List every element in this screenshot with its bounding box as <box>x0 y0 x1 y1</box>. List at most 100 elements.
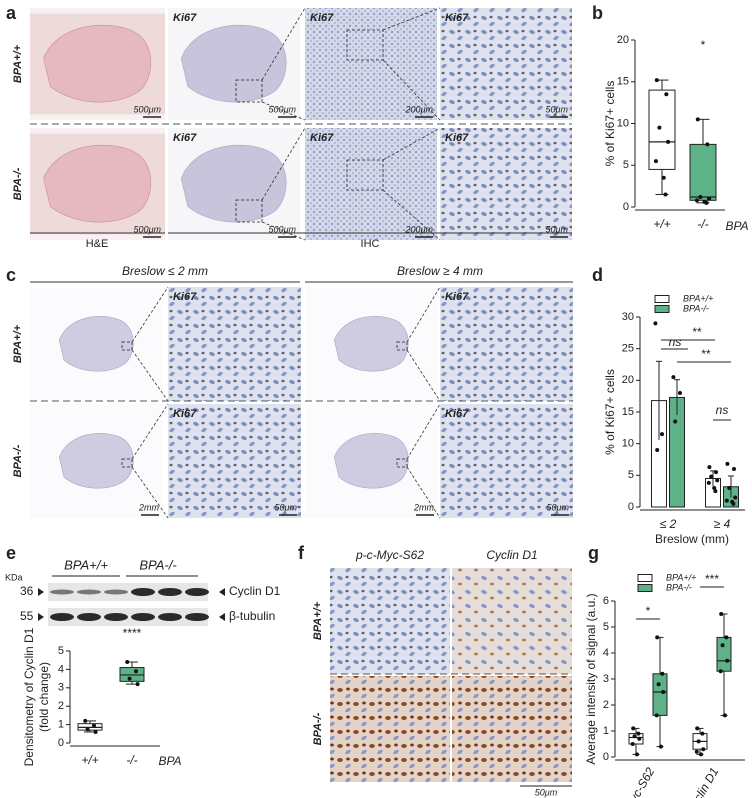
data-point <box>671 375 676 380</box>
y-axis-label: % of Ki67+ cells <box>603 369 617 455</box>
legend-label: BPA+/+ <box>666 572 696 582</box>
y-axis-label: (fold change) <box>37 662 51 732</box>
zoom-box <box>121 458 133 468</box>
data-point <box>706 480 711 485</box>
y-tick-label: 1 <box>603 725 609 737</box>
band-label: Cyclin D1 <box>229 584 281 598</box>
data-point <box>93 729 98 734</box>
micrograph <box>330 568 450 674</box>
data-point <box>656 682 661 687</box>
scale-label: 500μm <box>134 104 162 114</box>
tissue <box>43 144 152 223</box>
data-point <box>85 727 90 732</box>
y-tick-label: 6 <box>603 595 609 607</box>
data-point <box>634 752 639 757</box>
zoom-box <box>396 341 408 351</box>
band <box>77 589 101 595</box>
panel-label: b <box>592 3 603 23</box>
y-tick-label: 20 <box>617 34 629 46</box>
y-tick-label: 5 <box>603 621 609 633</box>
zoom-line <box>131 403 169 460</box>
data-point <box>712 486 717 490</box>
data-point <box>657 125 662 130</box>
data-point <box>701 747 706 752</box>
data-point <box>705 142 710 147</box>
data-point <box>127 676 132 681</box>
data-point <box>722 713 727 718</box>
stain-label: Ki67 <box>445 132 469 144</box>
legend-swatch <box>654 305 670 313</box>
band <box>185 613 209 621</box>
data-point <box>724 635 729 640</box>
stain-label: Ki67 <box>173 408 197 420</box>
legend-swatch <box>637 584 653 592</box>
legend-swatch <box>654 295 670 303</box>
data-point <box>673 419 678 424</box>
data-point <box>700 731 705 736</box>
data-point <box>661 175 666 180</box>
scale-label: 200μm <box>405 104 434 114</box>
blot-group: BPA+/+ <box>64 557 108 572</box>
data-point <box>678 391 682 395</box>
band <box>50 589 74 595</box>
band-arrow <box>219 613 225 621</box>
scale-label: 50μm <box>547 502 570 512</box>
data-point <box>719 612 724 616</box>
band <box>158 588 182 596</box>
row-label: BPA-/- <box>312 712 324 745</box>
x-tick-label: p-c-Myc-S62 <box>611 765 658 798</box>
micrograph <box>452 568 572 674</box>
band <box>131 588 155 596</box>
panel-label: e <box>6 543 16 563</box>
legend-label: BPA-/- <box>666 582 692 592</box>
x-tick-label: Cyclin D1 <box>684 765 722 798</box>
x-tick-label: ≤ 2 <box>660 517 677 531</box>
blot-group: BPA-/- <box>139 557 177 572</box>
micrograph <box>305 8 437 120</box>
micrograph <box>452 676 572 782</box>
band <box>158 613 182 621</box>
legend-label: BPA-/- <box>683 303 709 313</box>
scale-label: 2mm <box>413 502 435 512</box>
zoom-line <box>261 127 306 201</box>
zoom-box <box>346 29 384 61</box>
data-point <box>707 196 712 201</box>
zoom-line <box>382 127 441 161</box>
micrograph <box>168 404 301 518</box>
micrograph <box>440 128 572 240</box>
row-label: BPA+/+ <box>312 601 324 640</box>
y-tick-label: 15 <box>622 406 634 418</box>
data-point <box>704 200 709 205</box>
data-point <box>663 192 668 197</box>
data-point <box>666 139 671 144</box>
column-header: Cyclin D1 <box>486 548 537 562</box>
stain-label: Ki67 <box>173 12 197 24</box>
data-point <box>636 731 641 736</box>
data-point <box>715 478 720 483</box>
band <box>50 613 74 621</box>
data-point <box>135 682 140 687</box>
data-point <box>696 739 701 744</box>
marker-arrow <box>38 588 44 596</box>
y-tick-label: 5 <box>58 645 64 657</box>
scale-label: 2mm <box>138 502 160 512</box>
micrograph <box>440 287 573 401</box>
data-point <box>731 501 736 506</box>
significance: * <box>646 604 651 618</box>
y-tick-label: 1 <box>58 719 64 731</box>
stain-label: Ki67 <box>173 291 197 303</box>
data-point <box>727 486 732 490</box>
zoom-box <box>235 79 263 103</box>
y-axis-label: Average intensity of signal (a.u.) <box>584 593 598 764</box>
y-tick-label: 2 <box>603 699 609 711</box>
data-point <box>660 671 665 676</box>
y-tick-label: 10 <box>617 117 629 129</box>
y-tick-label: 30 <box>622 311 634 323</box>
band-arrow <box>219 588 225 596</box>
data-point <box>694 749 699 754</box>
y-tick-label: 0 <box>628 501 634 513</box>
tissue <box>333 316 409 372</box>
data-point <box>654 713 659 718</box>
data-point <box>707 465 712 470</box>
